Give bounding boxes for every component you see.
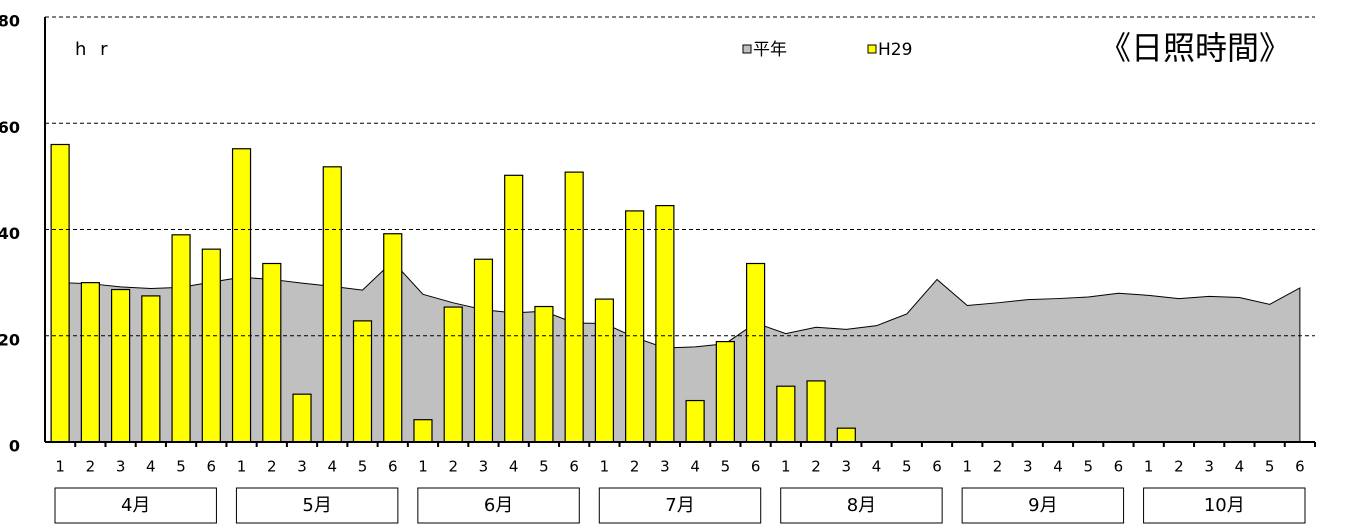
y-tick-label: 60	[0, 118, 20, 137]
bar	[50, 143, 70, 443]
x-tick-label: 2	[811, 458, 821, 476]
bar	[594, 298, 615, 443]
x-tick-label: 6	[1295, 458, 1305, 476]
x-tick-label: 5	[358, 458, 368, 476]
bar	[292, 393, 312, 443]
x-tick-label: 1	[600, 458, 610, 476]
group-label: 7月	[665, 495, 694, 516]
x-tick-label: 1	[237, 458, 247, 476]
bar	[413, 419, 433, 443]
group-box	[235, 487, 399, 524]
x-tick-label: 4	[872, 458, 882, 476]
group-box	[780, 487, 943, 524]
x-tick-label: 2	[630, 458, 640, 476]
x-tick-label: 6	[751, 458, 761, 476]
x-tick-label: 1	[781, 458, 791, 476]
x-tick-label: 6	[207, 458, 217, 476]
x-tick-label: 4	[327, 458, 337, 476]
x-tick-label: 4	[690, 458, 700, 476]
x-tick-label: 3	[479, 458, 489, 476]
x-tick-label: 2	[448, 458, 458, 476]
group-box	[1143, 487, 1306, 524]
y-tick-label: 40	[0, 224, 20, 243]
bar	[534, 305, 554, 443]
x-tick-label: 4	[146, 458, 156, 476]
legend-label: 平年	[753, 40, 787, 60]
bar	[171, 234, 191, 443]
x-tick-label: 3	[1023, 458, 1033, 476]
chart-title: 《日照時間》	[1099, 29, 1291, 67]
bar	[625, 210, 645, 443]
y-tick-label: 20	[0, 330, 20, 349]
x-tick-label: 6	[1114, 458, 1124, 476]
x-tick-label: 3	[842, 458, 852, 476]
bar	[504, 174, 524, 443]
x-tick-label: 3	[1204, 458, 1214, 476]
group-box	[54, 487, 217, 524]
legend-swatch	[867, 44, 877, 54]
x-tick-label: 2	[86, 458, 96, 476]
group-box	[598, 487, 762, 524]
group-label: 6月	[484, 495, 513, 516]
bar	[715, 340, 735, 443]
x-tick-label: 5	[721, 458, 731, 476]
bar	[383, 233, 403, 443]
x-tick-label: 5	[902, 458, 912, 476]
bar	[262, 262, 282, 443]
bar	[231, 148, 252, 443]
legend-swatch	[742, 44, 752, 54]
x-tick-label: 4	[1235, 458, 1245, 476]
x-tick-label: 3	[116, 458, 126, 476]
bar	[745, 262, 766, 443]
y-tick-label: 0	[9, 437, 20, 456]
x-tick-label: 5	[176, 458, 186, 476]
group-label: 9月	[1028, 495, 1057, 516]
bar	[685, 399, 705, 443]
bar	[443, 306, 463, 443]
y-unit-label: h r	[75, 39, 112, 60]
x-tick-label: 1	[418, 458, 428, 476]
x-tick-label: 6	[569, 458, 579, 476]
x-tick-label: 2	[993, 458, 1003, 476]
group-label: 8月	[847, 495, 876, 516]
legend-label: H29	[878, 40, 912, 60]
x-tick-label: 4	[1053, 458, 1063, 476]
x-tick-label: 5	[1083, 458, 1093, 476]
bar	[80, 282, 100, 443]
x-tick-label: 3	[660, 458, 670, 476]
x-tick-label: 5	[1265, 458, 1275, 476]
bar	[110, 288, 131, 443]
bar	[564, 171, 584, 443]
x-tick-label: 1	[1144, 458, 1154, 476]
bar	[806, 380, 826, 443]
x-tick-label: 2	[1174, 458, 1184, 476]
x-tick-label: 3	[297, 458, 307, 476]
bar	[473, 258, 494, 443]
bar	[322, 166, 342, 443]
x-tick-label: 5	[539, 458, 549, 476]
group-label: 4月	[121, 495, 150, 516]
group-box	[417, 487, 580, 524]
x-tick-label: 4	[509, 458, 519, 476]
x-tick-label: 6	[388, 458, 398, 476]
x-tick-label: 1	[962, 458, 972, 476]
x-tick-label: 2	[267, 458, 277, 476]
bar	[836, 427, 856, 443]
y-tick-label: 80	[0, 12, 20, 31]
bar	[655, 204, 675, 443]
group-box	[961, 487, 1125, 524]
bar	[141, 295, 161, 443]
bar	[352, 320, 373, 443]
x-tick-label: 1	[55, 458, 65, 476]
bar	[201, 248, 221, 443]
group-label: 10月	[1204, 495, 1245, 516]
x-tick-label: 6	[932, 458, 942, 476]
group-label: 5月	[302, 495, 331, 516]
bar	[776, 385, 796, 443]
